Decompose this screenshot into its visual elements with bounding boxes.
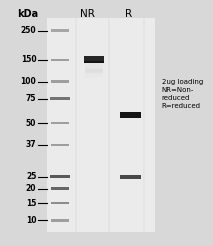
Bar <box>85 67 103 68</box>
Text: 37: 37 <box>26 140 36 149</box>
Bar <box>85 70 103 72</box>
Bar <box>51 29 69 32</box>
Bar <box>85 62 103 64</box>
Bar <box>51 59 69 61</box>
Bar <box>83 61 104 63</box>
Text: 50: 50 <box>26 119 36 127</box>
Text: 2ug loading
NR=Non-
reduced
R=reduced: 2ug loading NR=Non- reduced R=reduced <box>161 79 203 109</box>
Text: 250: 250 <box>21 26 36 35</box>
Text: 150: 150 <box>21 55 36 64</box>
Bar <box>50 97 70 100</box>
Bar <box>51 187 69 190</box>
Bar <box>50 175 70 178</box>
Text: 15: 15 <box>26 199 36 208</box>
Bar <box>85 64 103 66</box>
Bar <box>51 122 69 124</box>
Text: kDa: kDa <box>17 9 39 19</box>
Bar <box>85 63 103 65</box>
Bar <box>85 60 103 62</box>
Text: NR: NR <box>80 9 95 18</box>
Bar <box>51 80 69 83</box>
Bar <box>85 68 103 70</box>
Bar <box>85 66 103 67</box>
Text: 10: 10 <box>26 216 36 225</box>
Bar <box>85 75 103 77</box>
Bar <box>51 202 69 204</box>
Text: 75: 75 <box>26 94 36 103</box>
Bar <box>51 144 69 146</box>
Bar <box>85 71 103 73</box>
Text: 100: 100 <box>20 77 36 86</box>
Bar <box>121 112 141 118</box>
Bar <box>85 74 103 75</box>
Text: 20: 20 <box>26 184 36 193</box>
Bar <box>85 76 103 77</box>
Bar <box>47 18 155 232</box>
Bar <box>121 175 141 179</box>
Bar <box>83 56 104 63</box>
Bar <box>85 72 103 74</box>
Bar <box>85 69 103 71</box>
Text: R: R <box>125 9 132 18</box>
Bar <box>51 219 69 221</box>
Bar <box>85 61 103 63</box>
Text: 25: 25 <box>26 172 36 181</box>
